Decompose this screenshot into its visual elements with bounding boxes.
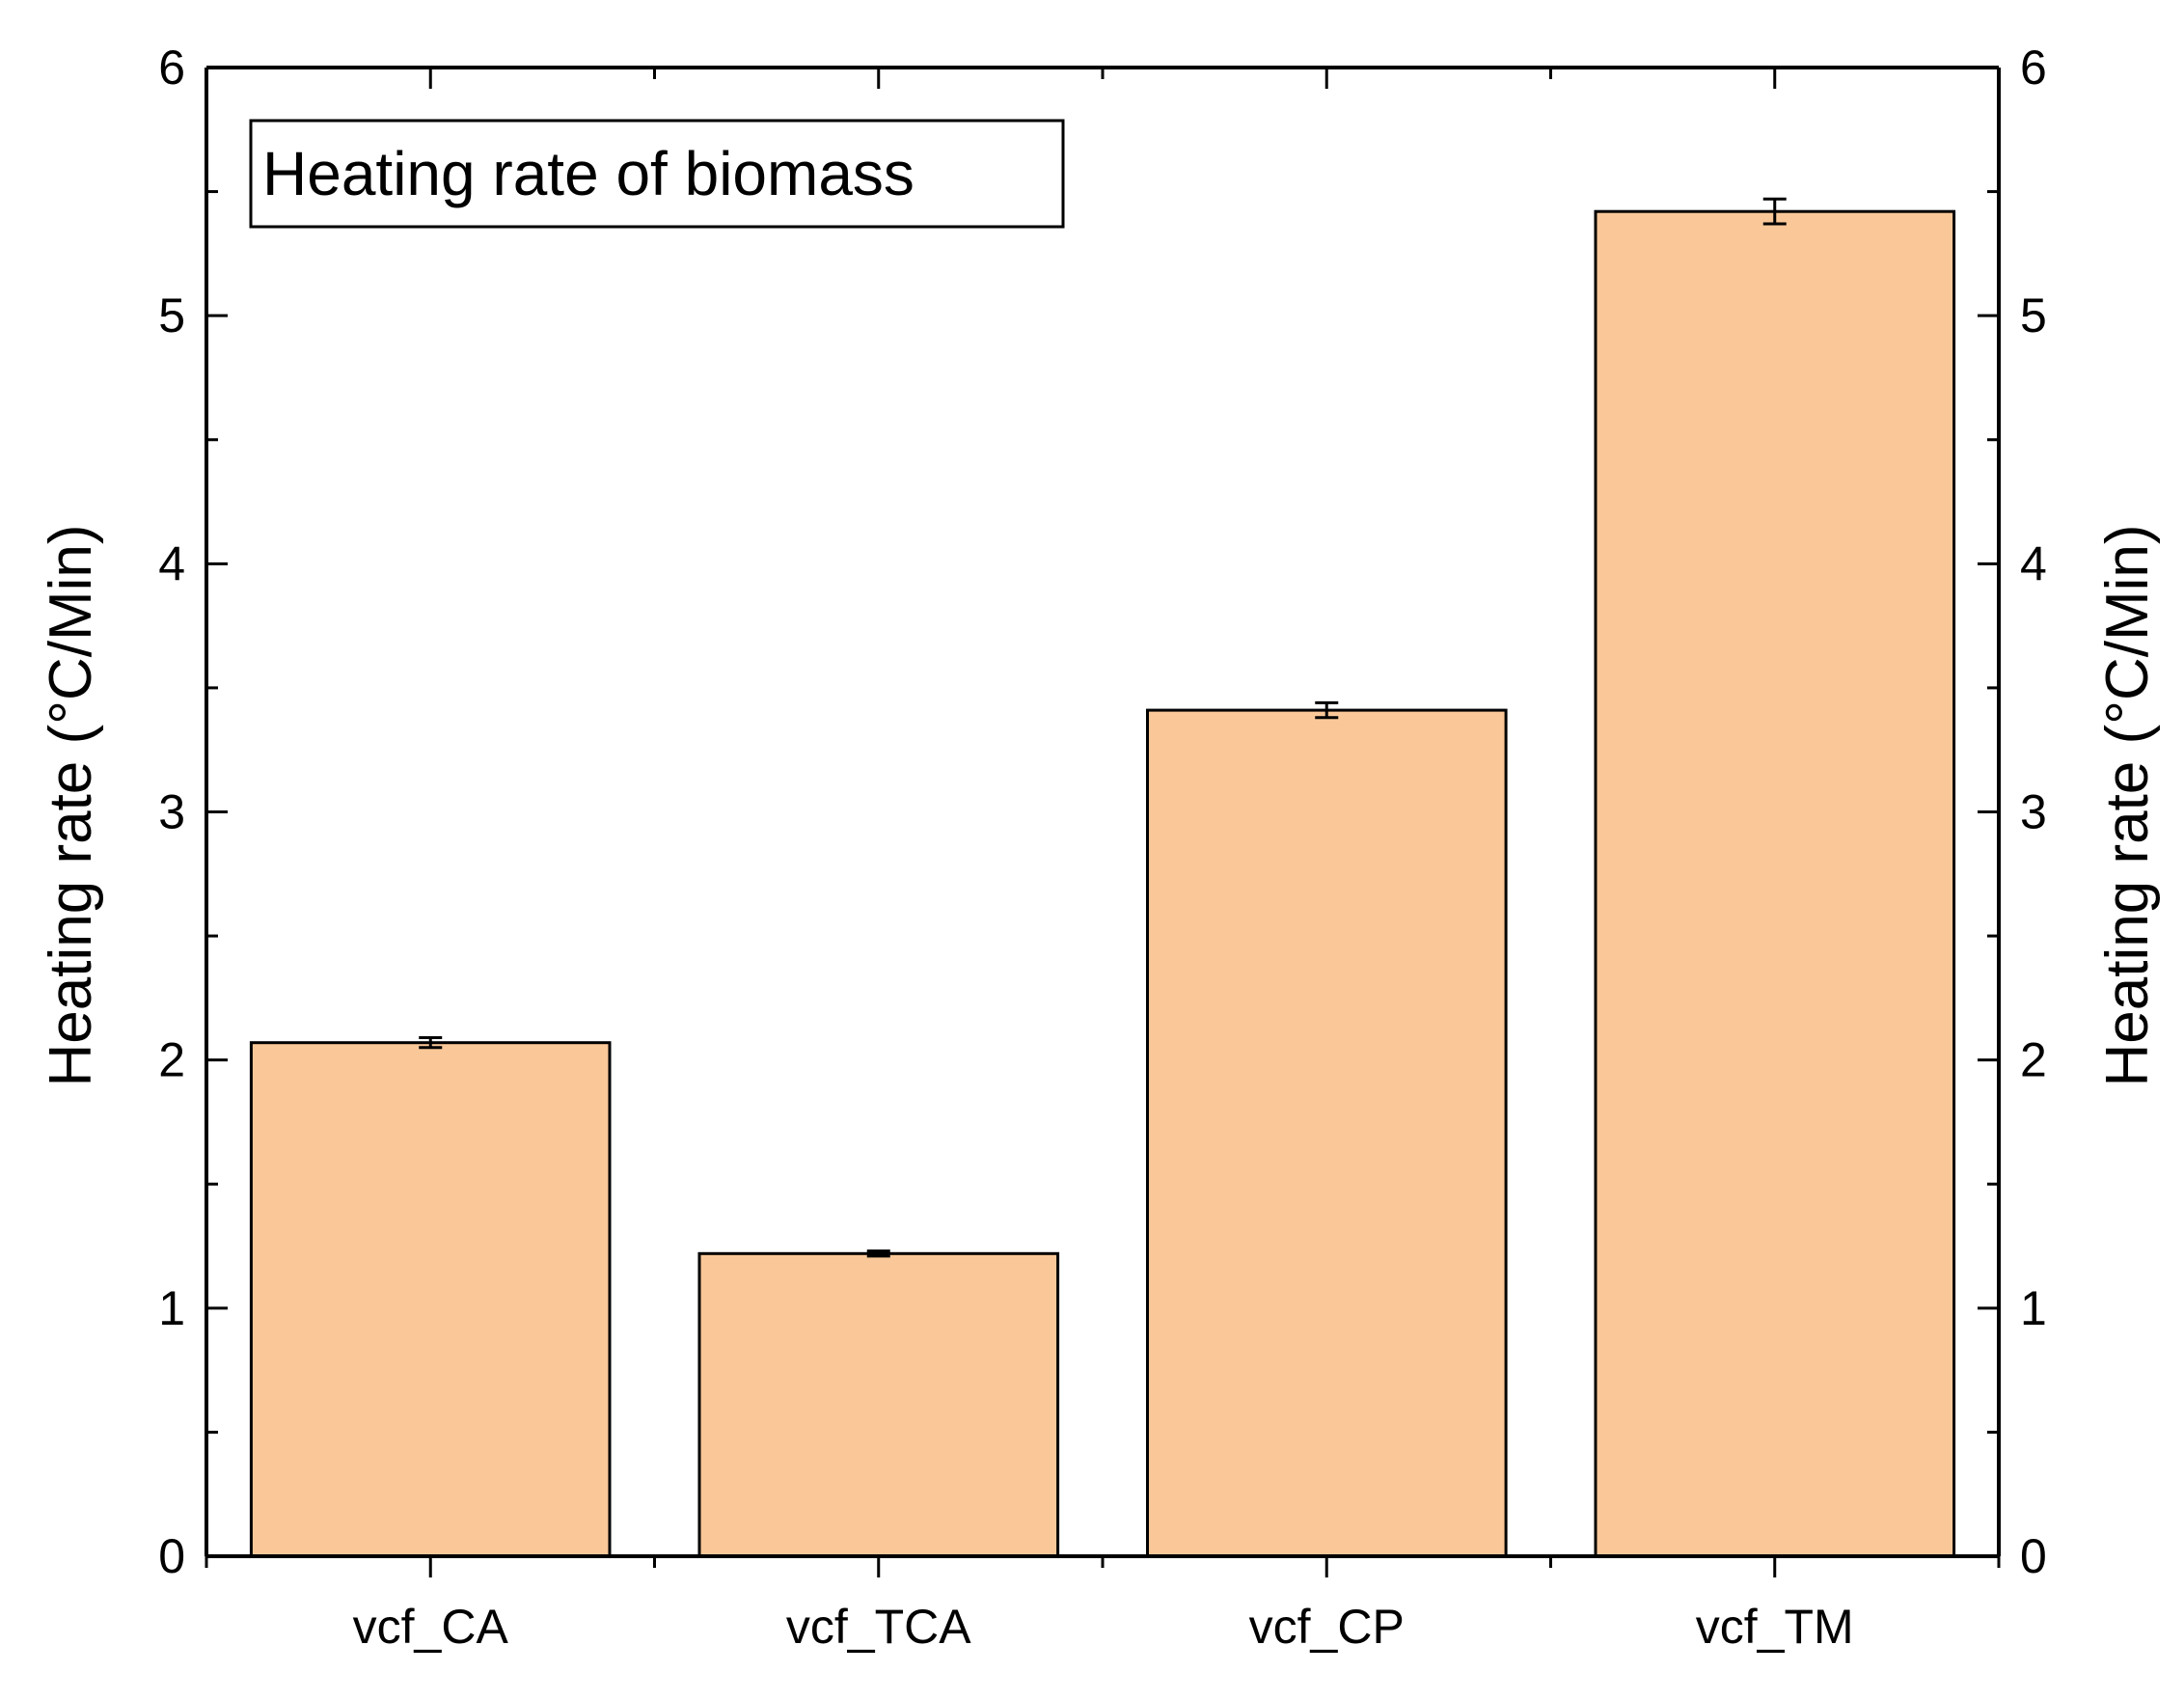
legend: Heating rate of biomass [249, 119, 1065, 229]
bar-vcf_TCA [697, 1251, 1060, 1558]
bar-vcf_CA [249, 1041, 612, 1558]
tick-labels-group: 0 0 1 1 2 2 3 3 4 4 5 5 6 6 vcf_CA vcf_TCA vcf_CP vcf_TM [158, 41, 2047, 1654]
y-tick-label-right-3: 3 [2020, 785, 2047, 839]
y-tick-label-right-4: 4 [2020, 536, 2047, 590]
x-tick-label-vcf_CP: vcf_CP [1249, 1600, 1405, 1654]
y-tick-label-right-2: 2 [2020, 1033, 2047, 1087]
y-tick-label-left-4: 4 [158, 536, 185, 590]
y-tick-label-left-5: 5 [158, 288, 185, 343]
x-tick-label-vcf_CA: vcf_CA [353, 1600, 509, 1654]
y-tick-label-left-1: 1 [158, 1281, 185, 1335]
bars-group [249, 209, 1956, 1558]
y-tick-label-right-1: 1 [2020, 1281, 2047, 1335]
legend-box [249, 119, 1065, 229]
y-axis-title-right: Heating rate (°C/Min) [2094, 525, 2161, 1087]
y-tick-label-left-0: 0 [158, 1529, 185, 1583]
y-tick-label-left-2: 2 [158, 1033, 185, 1087]
x-tick-label-vcf_TM: vcf_TM [1696, 1600, 1854, 1654]
bar-vcf_CP [1146, 708, 1508, 1558]
ticks-group [205, 66, 2001, 1577]
legend-label: Heating rate of biomass [262, 139, 915, 208]
error-bars-group [419, 197, 1787, 1258]
y-axis-title-left: Heating rate (°C/Min) [38, 525, 104, 1087]
x-tick-label-vcf_TCA: vcf_TCA [786, 1600, 971, 1654]
y-tick-label-left-3: 3 [158, 785, 185, 839]
bar-vcf_TM [1594, 209, 1956, 1558]
y-tick-label-right-6: 6 [2020, 41, 2047, 95]
y-tick-label-right-0: 0 [2020, 1529, 2047, 1583]
y-tick-label-right-5: 5 [2020, 288, 2047, 343]
y-tick-label-left-6: 6 [158, 41, 185, 95]
